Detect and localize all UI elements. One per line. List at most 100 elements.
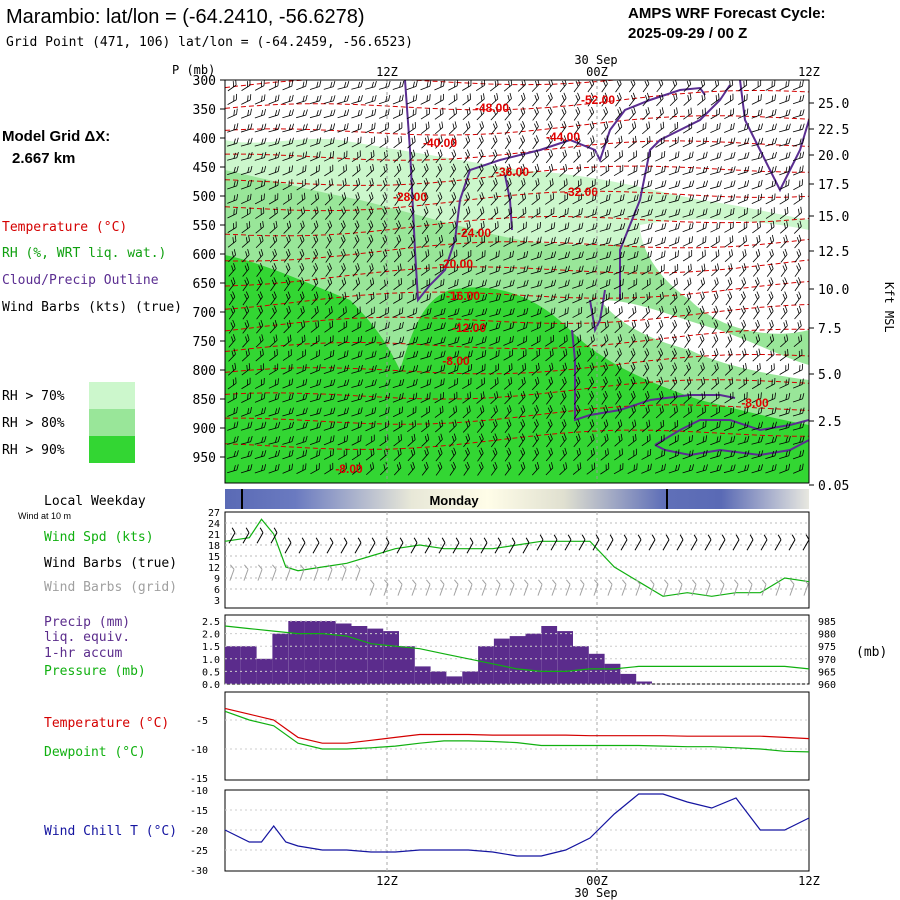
wind-barb [379, 136, 389, 148]
wind-barb [670, 376, 678, 391]
wind-barb [297, 277, 305, 292]
wind-barb [765, 435, 778, 445]
wind-barb [282, 378, 294, 389]
grid-wind-barb [775, 579, 781, 596]
grid-wind-barb [691, 579, 697, 596]
wind-barb [682, 165, 694, 176]
wind-barb [655, 150, 666, 162]
wind-barb [710, 406, 720, 418]
wind-barb [421, 249, 430, 262]
wind-barb [765, 464, 777, 474]
wind-barb [739, 291, 746, 306]
precip-tick-label: 0.5 [202, 667, 220, 678]
wind-barb [724, 362, 733, 376]
wind-barb [420, 307, 432, 318]
grid-wind-barb [411, 579, 417, 596]
wind-barb [463, 135, 471, 149]
grid-wind-barb [313, 564, 319, 581]
wind-barb [560, 106, 567, 121]
wind-barb [669, 420, 679, 432]
temperature-contour [225, 90, 809, 111]
wind-barb [503, 250, 514, 261]
wind-barb [669, 391, 678, 405]
wind-barb [654, 463, 666, 474]
wind-barb [255, 221, 264, 234]
wind-barb [393, 420, 403, 432]
wind-barb [407, 121, 416, 134]
wind-barb [698, 334, 705, 348]
wind-barb [710, 122, 721, 133]
wind-barb [751, 179, 763, 190]
wind-barb [530, 265, 543, 275]
precip-bar [620, 673, 637, 684]
surface-wind-barb [368, 537, 376, 554]
wind-barb [406, 278, 417, 290]
wind-barb [392, 364, 405, 374]
wind-barb [461, 350, 473, 360]
wind-barb [739, 319, 746, 334]
legend-swatch-rh70 [89, 382, 135, 409]
wind-barb [227, 207, 238, 219]
wind-barb [407, 263, 416, 276]
wind-barb [751, 406, 763, 417]
wind-barb [793, 320, 802, 334]
model-grid-label: Model Grid ΔX: [2, 128, 110, 145]
wind-barb [683, 263, 692, 276]
wind-barb [435, 447, 443, 462]
wind-barb [325, 220, 333, 235]
wind-barb [337, 123, 349, 133]
wind-barb [476, 221, 485, 234]
wind-barb [324, 192, 333, 206]
wind-barb [559, 376, 567, 391]
wind-barb [793, 80, 804, 91]
wind-barb [475, 293, 488, 303]
wind-barb [724, 122, 735, 133]
wind-barb [710, 108, 720, 120]
wind-barb [682, 151, 694, 162]
wind-barb [530, 307, 542, 318]
wind-barb [601, 348, 609, 362]
wind-barb [530, 236, 542, 247]
wind-barb [586, 448, 595, 461]
legend-wind-barbs: Wind Barbs (kts) (true) [2, 300, 182, 315]
wind-barb [352, 206, 360, 221]
wind-barb [420, 80, 432, 91]
temperature-contour [225, 404, 809, 425]
wind-barb [461, 293, 474, 303]
precip-bar [636, 681, 652, 684]
wind-barb [449, 135, 457, 149]
wind-barb [573, 419, 581, 434]
wind-barb [434, 278, 445, 290]
wind-barb [503, 265, 515, 275]
wind-barb [255, 234, 264, 249]
surface-wind-barb [424, 537, 432, 554]
wind-barb [351, 434, 362, 446]
wind-barb [421, 177, 429, 192]
wind-barb [779, 449, 791, 460]
wind-barb [697, 391, 706, 404]
surface-wind-barb [718, 534, 726, 551]
wind-barb [766, 348, 775, 362]
wind-barb [338, 192, 347, 206]
wind-barb [779, 363, 789, 375]
wind-barb [296, 151, 308, 162]
wind-barb [351, 95, 363, 104]
wind-barb [560, 405, 567, 419]
surface-wind-barb [452, 537, 460, 554]
wind-barb [614, 306, 623, 319]
wind-barb [254, 80, 265, 91]
wind-barb [406, 378, 418, 389]
wind-barb [627, 222, 640, 232]
wind-barb [351, 109, 363, 119]
wind-tick-label: 27 [208, 508, 220, 519]
wind-barb [656, 334, 664, 348]
wind-barb [613, 292, 624, 304]
wind-barb [628, 434, 637, 447]
wind-barb [228, 249, 236, 263]
wind-barb [738, 235, 747, 248]
wind-barb [269, 320, 278, 334]
wind-barb [477, 135, 484, 150]
wind-barb [365, 434, 375, 446]
wind-barb [463, 149, 470, 164]
